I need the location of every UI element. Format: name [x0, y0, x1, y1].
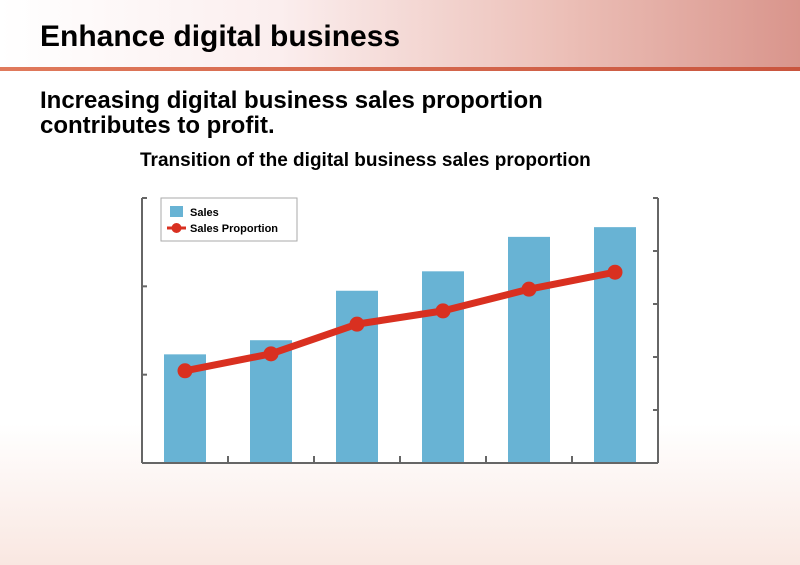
bar-sales-4: [508, 236, 550, 463]
subtitle-line-1: Increasing digital business sales propor…: [40, 87, 543, 114]
header-background: [0, 0, 800, 68]
point-sales-proportion-3: [435, 303, 451, 319]
legend-label-sales: Sales: [190, 207, 219, 219]
line-sales-proportion: [184, 268, 616, 375]
plot-background: [142, 198, 658, 463]
slide-subtitle: Increasing digital business sales propor…: [40, 88, 680, 138]
point-sales-proportion-2: [349, 316, 365, 332]
point-sales-proportion-0: [177, 363, 193, 379]
legend-swatch-marker: [171, 223, 182, 233]
chart-title: Transition of the digital business sales…: [140, 150, 591, 171]
bar-sales-5: [594, 227, 636, 463]
point-sales-proportion-5: [607, 264, 623, 280]
bar-sales-3: [422, 271, 464, 463]
legend-swatch-sales: [170, 206, 183, 217]
subtitle-line-2: contributes to profit.: [40, 112, 275, 139]
bar-sales-2: [336, 290, 378, 463]
point-sales-proportion-1: [263, 346, 279, 362]
legend-label-sales-proportion: Sales Proportion: [190, 223, 278, 235]
legend-box: [160, 197, 298, 242]
legend: Sales Sales Proportion: [160, 197, 298, 242]
slide-title: Enhance digital business: [40, 20, 401, 53]
point-sales-proportion-4: [521, 281, 537, 297]
header-divider: [0, 67, 800, 71]
